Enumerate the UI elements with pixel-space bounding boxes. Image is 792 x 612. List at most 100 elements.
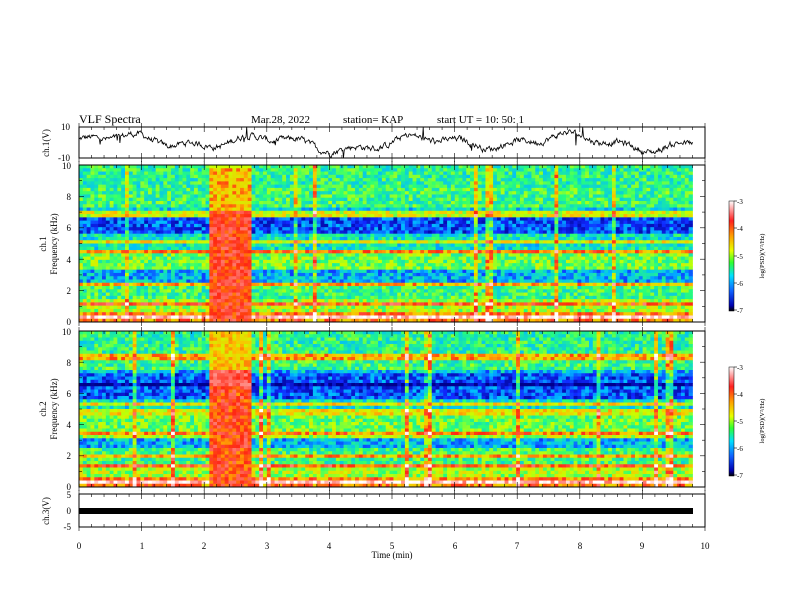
spectrogram-cell: [289, 292, 295, 297]
spectrogram-cell: [217, 220, 222, 225]
spectrogram-cell: [305, 282, 310, 287]
spectrogram-cell: [113, 263, 118, 267]
spectrogram-cell: [466, 194, 471, 199]
spectrogram-cell: [113, 289, 118, 293]
spectrogram-cell: [297, 230, 302, 235]
spectrogram-cell: [305, 217, 310, 221]
spectrogram-cell: [209, 174, 214, 179]
spectrogram-cell: [125, 220, 130, 225]
spectrogram-cell: [125, 315, 130, 320]
spectrogram-cell: [163, 315, 168, 320]
spectrogram-cell: [381, 272, 387, 277]
spectrogram-cell: [90, 174, 95, 179]
spectrogram-cell: [309, 223, 314, 228]
spectrogram-cell: [347, 263, 352, 267]
spectrogram-cell: [401, 269, 406, 274]
spectrogram-cell: [416, 246, 421, 251]
spectrogram-cell: [470, 227, 475, 231]
spectrogram-cell: [205, 197, 210, 202]
spectrogram-cell: [305, 259, 310, 264]
spectrogram-cell: [125, 295, 130, 300]
spectrogram-cell: [301, 289, 306, 293]
spectrogram-cell: [159, 236, 164, 241]
spectrogram-cell: [251, 184, 256, 189]
spectrogram-cell: [324, 246, 329, 251]
spectrogram-cell: [128, 246, 134, 251]
spectrogram-cell: [435, 204, 440, 208]
spectrogram-cell: [462, 181, 467, 186]
spectrogram-cell: [427, 250, 433, 254]
spectrogram-cell: [343, 315, 348, 320]
spectrogram-cell: [86, 246, 91, 251]
spectrogram-cell: [174, 174, 180, 179]
spectrogram-cell: [98, 263, 103, 267]
spectrogram-cell: [201, 279, 206, 284]
spectrogram-cell: [293, 236, 298, 241]
spectrogram-cell: [148, 178, 153, 182]
spectrogram-cell: [381, 240, 387, 244]
spectrogram-cell: [339, 227, 344, 231]
spectrogram-cell: [443, 302, 448, 307]
spectrogram-cell: [466, 230, 471, 235]
spectrogram-cell: [427, 279, 433, 284]
spectrogram-cell: [362, 223, 367, 228]
spectrogram-cell: [393, 191, 398, 195]
spectrogram-cell: [420, 214, 425, 218]
spectrogram-cell: [90, 210, 95, 215]
spectrogram-cell: [282, 200, 287, 205]
spectrogram-cell: [125, 181, 130, 186]
spectrogram-cell: [178, 223, 183, 228]
spectrogram-cell: [297, 200, 302, 205]
spectrogram-cell: [98, 302, 103, 307]
spectrogram-cell: [374, 223, 379, 228]
spectrogram-cell: [416, 276, 421, 280]
spectrogram-cell: [366, 302, 371, 307]
spectrogram-cell: [339, 240, 344, 244]
spectrogram-cell: [251, 217, 256, 221]
spectrogram-cell: [309, 286, 314, 290]
spectrogram-cell: [470, 191, 475, 195]
spectrogram-cell: [351, 243, 356, 248]
spectrogram-cell: [121, 204, 126, 208]
spectrogram-cell: [470, 207, 475, 212]
spectrogram-cell: [113, 223, 118, 228]
spectrogram-cell: [197, 233, 203, 238]
spectrogram-cell: [82, 187, 88, 192]
spectrogram-cell: [197, 266, 203, 271]
spectrogram-cell: [473, 204, 479, 208]
spectrogram-cell: [416, 286, 421, 290]
spectrogram-cell: [243, 272, 249, 277]
spectrogram-cell: [416, 263, 421, 267]
spectrogram-cell: [98, 227, 103, 231]
spectrogram-cell: [224, 207, 229, 212]
spectrogram-cell: [255, 178, 260, 182]
spectrogram-cell: [128, 220, 134, 225]
spectrogram-cell: [117, 200, 122, 205]
spectrogram-cell: [274, 263, 279, 267]
spectrogram-cell: [136, 220, 141, 225]
spectrogram-cell: [404, 256, 410, 261]
spectrogram-cell: [213, 266, 218, 271]
spectrogram-cell: [98, 168, 103, 172]
spectrogram-cell: [148, 315, 153, 320]
spectrogram-cell: [194, 227, 199, 231]
spectrogram-cell: [374, 282, 379, 287]
spectrogram-cell: [171, 187, 176, 192]
spectrogram-cell: [270, 217, 275, 221]
spectrogram-cell: [439, 165, 444, 169]
spectrogram-cell: [347, 204, 352, 208]
spectrogram-cell: [194, 299, 199, 303]
spectrogram-cell: [324, 276, 329, 280]
spectrogram-cell: [282, 236, 287, 241]
spectrogram-cell: [328, 197, 333, 202]
spectrogram-cell: [86, 282, 91, 287]
spectrogram-cell: [190, 223, 195, 228]
spectrogram-cell: [155, 295, 160, 300]
spectrogram-cell: [270, 256, 275, 261]
spectrogram-cell: [435, 276, 440, 280]
spectrogram-cell: [251, 210, 256, 215]
spectrogram-cell: [355, 165, 360, 169]
spectrogram-cell: [128, 214, 134, 218]
spectrogram-cell: [332, 295, 337, 300]
spectrogram-cell: [332, 204, 337, 208]
